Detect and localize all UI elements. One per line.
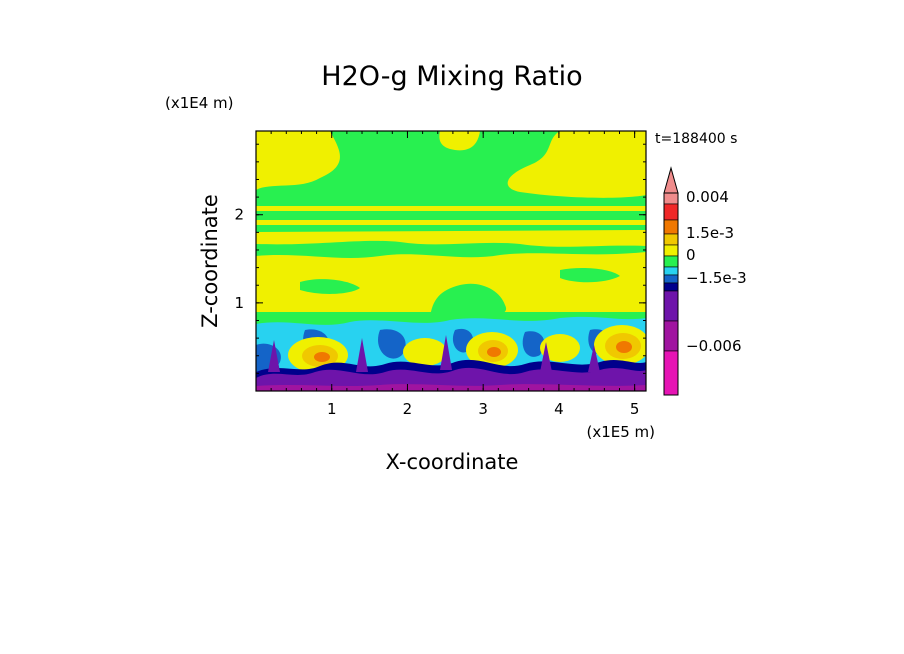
colorbar-level <box>663 350 679 396</box>
y-axis-label: Z-coordinate <box>198 194 222 328</box>
field-stripe-3 <box>256 230 646 247</box>
colorbar-extend-arrow <box>663 166 679 194</box>
colorbar-label: 0 <box>686 246 696 264</box>
y-scale-label: (x1E4 m) <box>165 94 234 112</box>
colorbar-level <box>663 219 679 235</box>
x-axis-label: X-coordinate <box>386 450 519 474</box>
colorbar-level <box>663 192 679 205</box>
x-ticks: 1 2 3 4 5 <box>270 131 640 418</box>
field-purple-plume-2 <box>356 338 368 372</box>
x-tick-label: 2 <box>403 400 413 418</box>
field-green-intrusion-3 <box>560 268 620 283</box>
colorbar-label: 0.004 <box>686 188 729 206</box>
x-tick-label: 4 <box>554 400 564 418</box>
y-ticks: 12 <box>234 143 646 374</box>
colorbar-level <box>663 203 679 221</box>
field-yellow-top-right <box>507 131 646 198</box>
colorbar-labels: 0.004 1.5e-3 0 −1.5e-3 −0.006 <box>686 188 747 355</box>
colorbar-level <box>663 274 679 284</box>
y-tick-label: 2 <box>234 206 244 224</box>
x-tick-label: 1 <box>327 400 337 418</box>
y-tick-label: 1 <box>234 294 244 312</box>
colorbar-level <box>663 233 679 246</box>
chart-title: H2O-g Mixing Ratio <box>321 61 582 92</box>
colorbar-level <box>663 290 679 322</box>
colorbar-level <box>663 266 679 276</box>
colorbar-level <box>663 320 679 352</box>
colorbar-frame <box>663 192 679 396</box>
plot-frame <box>255 130 647 392</box>
field-purple-plume-5 <box>588 345 600 372</box>
x-tick-label: 3 <box>478 400 488 418</box>
colorbar-level <box>663 244 679 257</box>
colorbar-level <box>663 282 679 292</box>
field-purple-plume-3 <box>440 335 452 370</box>
colorbar-level <box>663 255 679 268</box>
field-green-intrusion-2 <box>300 279 360 294</box>
field-stripe-2 <box>256 220 646 225</box>
field-yellow-main <box>256 252 646 318</box>
field-green-intrusion-1 <box>430 283 507 318</box>
field-yellow-top-mid <box>439 131 480 151</box>
contour-field <box>256 131 646 391</box>
field-stripe-1 <box>256 206 646 211</box>
colorbar-label: −0.006 <box>686 337 742 355</box>
field-purple-plume-4 <box>540 342 552 372</box>
field-yellow-cell-4 <box>540 334 580 362</box>
time-label: t=188400 s <box>655 131 737 147</box>
field-purple-plume-1 <box>268 340 280 372</box>
field-magenta-surface <box>256 384 646 391</box>
colorbar-label: −1.5e-3 <box>686 269 747 287</box>
field-red-cell-5 <box>616 341 632 353</box>
field-blue-5 <box>522 331 545 357</box>
field-blue-3 <box>378 329 406 359</box>
colorbar-label: 1.5e-3 <box>686 224 734 242</box>
x-scale-label: (x1E5 m) <box>586 423 655 441</box>
x-tick-label: 5 <box>630 400 640 418</box>
field-red-cell-1 <box>314 352 330 362</box>
field-yellow-upper <box>256 131 340 190</box>
field-yellow-cell-2 <box>403 338 447 366</box>
field-red-cell-3 <box>487 347 501 357</box>
colorbar <box>663 166 679 396</box>
